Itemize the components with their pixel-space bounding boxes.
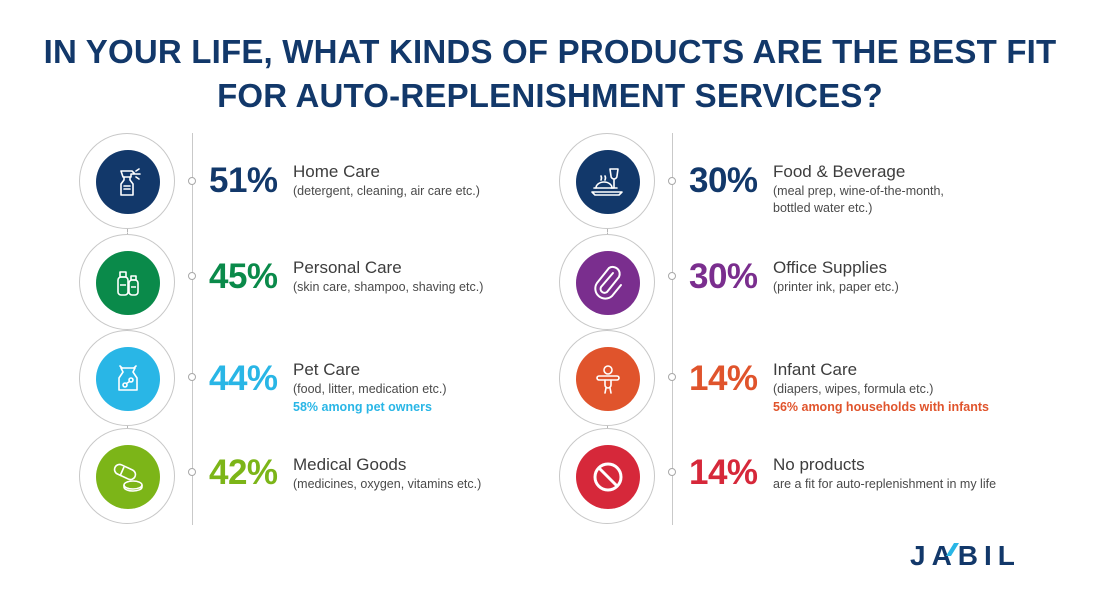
infant-care-label: Infant Care bbox=[773, 360, 858, 379]
lotion-bottles-icon bbox=[117, 271, 139, 296]
office-supplies-icon-ring bbox=[559, 234, 655, 330]
home-care-icon-badge bbox=[96, 150, 160, 214]
pet-care-detail: (food, litter, medication etc.) bbox=[293, 382, 447, 396]
left-divider bbox=[192, 133, 193, 525]
personal-care-percent: 45% bbox=[209, 257, 278, 296]
infant-care-icon-ring bbox=[559, 330, 655, 426]
no-symbol-icon bbox=[593, 462, 623, 492]
office-supplies-percent: 30% bbox=[689, 257, 758, 296]
personal-care-icon-ring bbox=[79, 234, 175, 330]
infant-care-percent: 14% bbox=[689, 359, 758, 398]
home-care-detail: (detergent, cleaning, air care etc.) bbox=[293, 184, 480, 198]
personal-care-icon-badge bbox=[96, 251, 160, 315]
timeline-dot bbox=[188, 272, 196, 280]
timeline-dot bbox=[188, 468, 196, 476]
medical-goods-icon-badge bbox=[96, 445, 160, 509]
medical-goods-label: Medical Goods bbox=[293, 455, 407, 474]
home-care-percent: 51% bbox=[209, 161, 278, 200]
medical-goods-detail: (medicines, oxygen, vitamins etc.) bbox=[293, 477, 482, 491]
medical-goods-icon-ring bbox=[79, 428, 175, 524]
connector bbox=[607, 422, 608, 432]
pacifier-icon bbox=[596, 365, 620, 394]
right-divider bbox=[672, 133, 673, 525]
page-title: IN YOUR LIFE, WHAT KINDS OF PRODUCTS ARE… bbox=[0, 30, 1100, 118]
food-beverage-icon-badge bbox=[576, 150, 640, 214]
no-products-percent: 14% bbox=[689, 453, 758, 492]
no-products-icon-badge bbox=[576, 445, 640, 509]
timeline-dot bbox=[188, 373, 196, 381]
personal-care-detail: (skin care, shampoo, shaving etc.) bbox=[293, 280, 484, 294]
timeline-dot bbox=[188, 177, 196, 185]
personal-care-label: Personal Care bbox=[293, 258, 402, 277]
pet-care-icon-badge bbox=[96, 347, 160, 411]
title-line-1: IN YOUR LIFE, WHAT KINDS OF PRODUCTS ARE… bbox=[43, 33, 1057, 70]
food-beverage-detail: (meal prep, wine-of-the-month, bottled w… bbox=[773, 184, 944, 215]
no-products-icon-ring bbox=[559, 428, 655, 524]
spray-bottle-icon bbox=[120, 168, 141, 196]
logo-accent-slash bbox=[946, 543, 959, 556]
timeline-dot bbox=[668, 177, 676, 185]
medical-goods-percent: 42% bbox=[209, 453, 278, 492]
pet-food-bag-icon bbox=[118, 365, 138, 391]
office-supplies-icon-badge bbox=[576, 251, 640, 315]
home-care-label: Home Care bbox=[293, 162, 380, 181]
jabil-logo: JABIL bbox=[910, 540, 1021, 570]
home-care-icon-ring bbox=[79, 133, 175, 229]
food-beverage-percent: 30% bbox=[689, 161, 758, 200]
timeline-dot bbox=[668, 272, 676, 280]
infant-care-detail: (diapers, wipes, formula etc.) bbox=[773, 382, 934, 396]
pet-care-note: 58% among pet owners bbox=[293, 400, 432, 414]
meal-wine-icon bbox=[591, 168, 623, 196]
pet-care-label: Pet Care bbox=[293, 360, 361, 379]
pet-care-percent: 44% bbox=[209, 359, 278, 398]
pet-care-icon-ring bbox=[79, 330, 175, 426]
no-products-detail: are a fit for auto-replenishment in my l… bbox=[773, 477, 997, 491]
timeline-dot bbox=[668, 373, 676, 381]
office-supplies-label: Office Supplies bbox=[773, 258, 888, 277]
pills-icon bbox=[113, 463, 143, 492]
connector bbox=[127, 422, 128, 432]
timeline-dot bbox=[668, 468, 676, 476]
food-beverage-label: Food & Beverage bbox=[773, 162, 906, 181]
jabil-logo-text: JABIL bbox=[910, 540, 1021, 570]
office-supplies-detail: (printer ink, paper etc.) bbox=[773, 280, 899, 294]
title-line-2: FOR AUTO-REPLENISHMENT SERVICES? bbox=[217, 77, 883, 114]
infant-care-icon-badge bbox=[576, 347, 640, 411]
no-products-label: No products bbox=[773, 455, 865, 474]
infant-care-note: 56% among households with infants bbox=[773, 400, 989, 414]
paperclip-icon bbox=[594, 265, 622, 300]
food-beverage-icon-ring bbox=[559, 133, 655, 229]
